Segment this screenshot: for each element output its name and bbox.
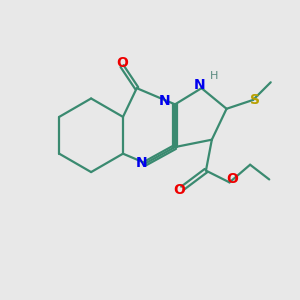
Text: O: O bbox=[173, 183, 185, 197]
Text: N: N bbox=[159, 94, 171, 108]
Text: S: S bbox=[250, 93, 260, 107]
Text: N: N bbox=[194, 78, 206, 92]
Text: O: O bbox=[116, 56, 128, 70]
Text: H: H bbox=[210, 71, 218, 81]
Text: O: O bbox=[226, 172, 238, 186]
Text: N: N bbox=[135, 156, 147, 170]
